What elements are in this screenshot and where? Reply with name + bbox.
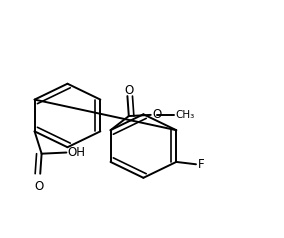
Text: F: F (198, 158, 205, 171)
Text: O: O (34, 180, 44, 193)
Text: CH₃: CH₃ (176, 110, 195, 120)
Text: O: O (124, 84, 133, 97)
Text: O: O (152, 108, 161, 121)
Text: OH: OH (68, 146, 86, 159)
